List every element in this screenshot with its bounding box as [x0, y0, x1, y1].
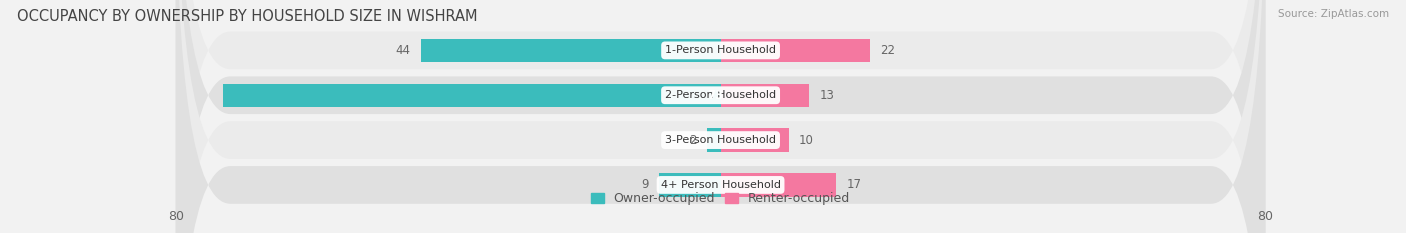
Text: 1-Person Household: 1-Person Household	[665, 45, 776, 55]
Text: 13: 13	[820, 89, 834, 102]
Bar	[707, 128, 721, 152]
Bar	[721, 128, 789, 152]
FancyBboxPatch shape	[176, 0, 1265, 233]
Text: 73: 73	[707, 89, 723, 102]
Text: 2: 2	[689, 134, 697, 147]
FancyBboxPatch shape	[176, 0, 1265, 233]
Bar	[224, 84, 721, 107]
Text: 10: 10	[799, 134, 814, 147]
Text: 22: 22	[880, 44, 896, 57]
FancyBboxPatch shape	[176, 0, 1265, 233]
Bar	[721, 84, 808, 107]
FancyBboxPatch shape	[176, 0, 1265, 233]
Text: 44: 44	[395, 44, 411, 57]
Text: 9: 9	[641, 178, 650, 192]
Bar	[721, 39, 870, 62]
Text: Source: ZipAtlas.com: Source: ZipAtlas.com	[1278, 9, 1389, 19]
Text: OCCUPANCY BY OWNERSHIP BY HOUSEHOLD SIZE IN WISHRAM: OCCUPANCY BY OWNERSHIP BY HOUSEHOLD SIZE…	[17, 9, 478, 24]
Text: 17: 17	[846, 178, 862, 192]
Bar	[659, 173, 721, 197]
Bar	[420, 39, 721, 62]
Legend: Owner-occupied, Renter-occupied: Owner-occupied, Renter-occupied	[586, 187, 855, 210]
Bar	[721, 173, 837, 197]
Text: 2-Person Household: 2-Person Household	[665, 90, 776, 100]
Text: 4+ Person Household: 4+ Person Household	[661, 180, 780, 190]
Text: 3-Person Household: 3-Person Household	[665, 135, 776, 145]
